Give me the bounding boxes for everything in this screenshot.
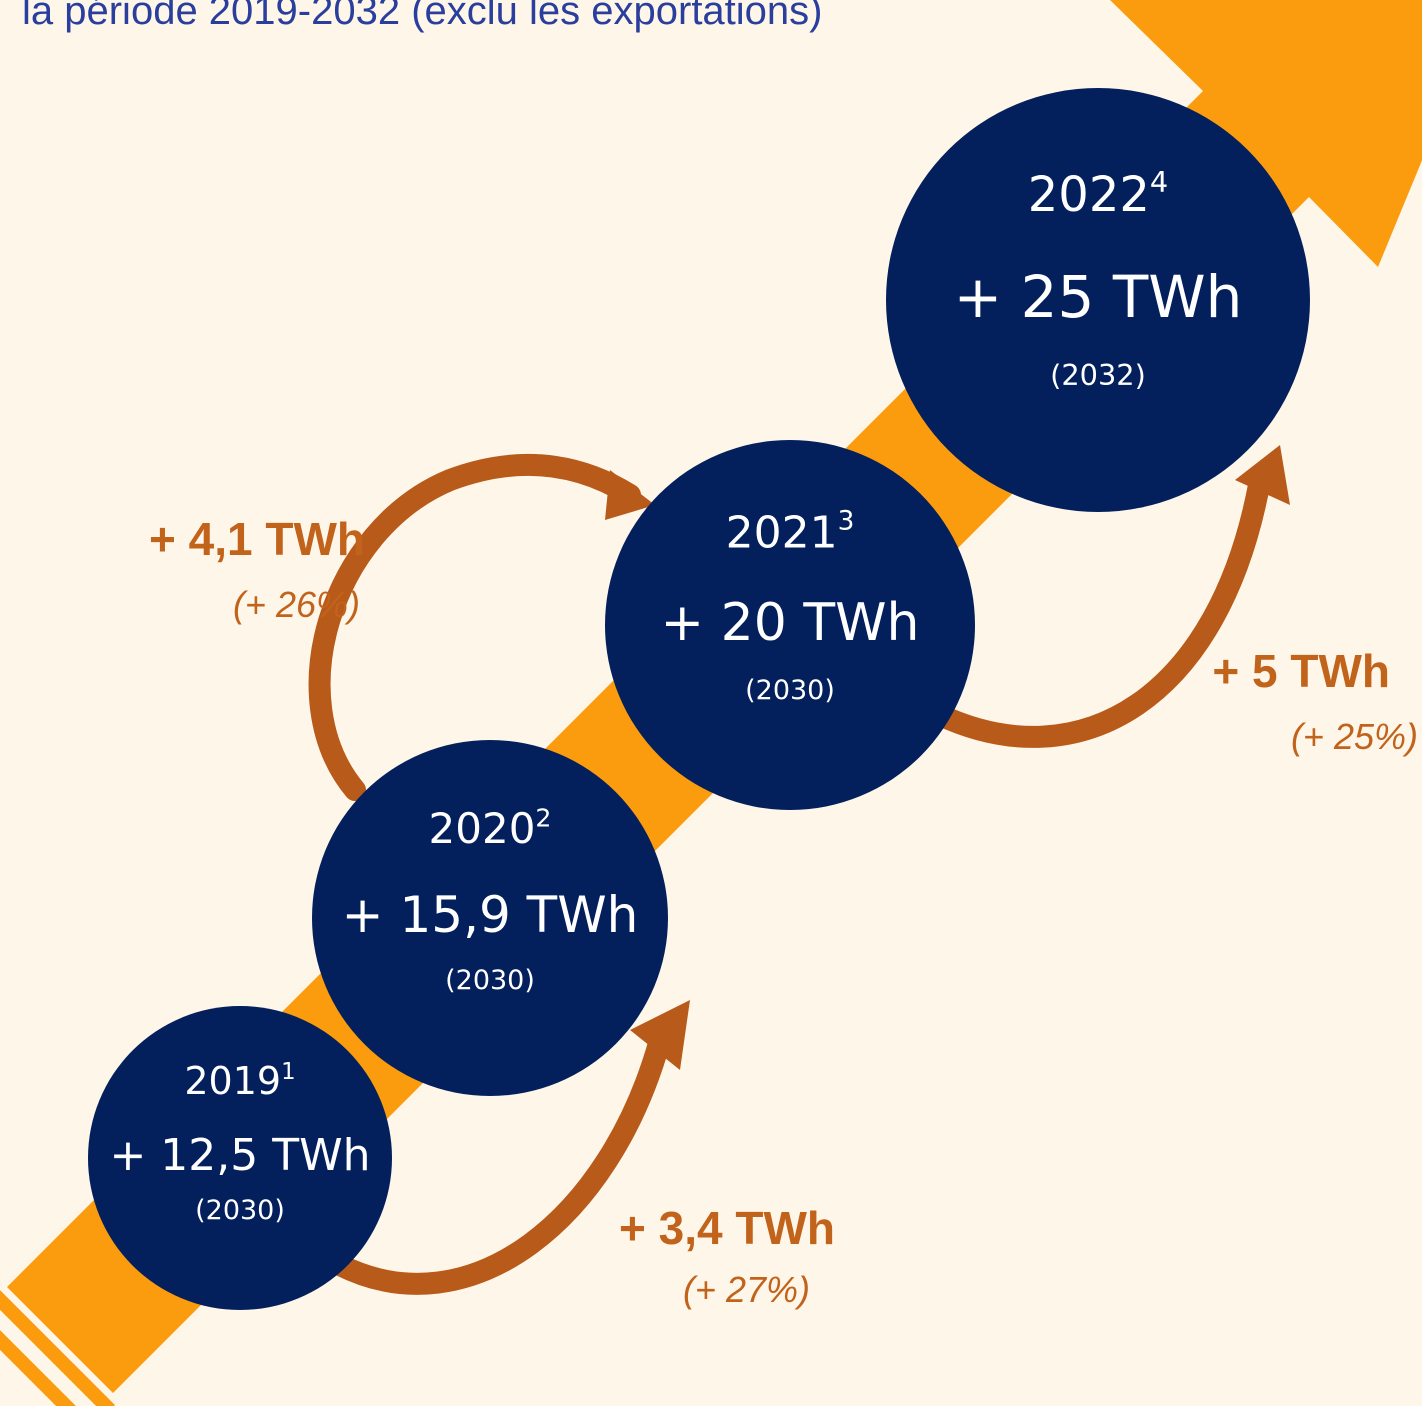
step-arrows <box>308 453 1271 1295</box>
node-circle <box>88 1006 392 1310</box>
year: 2019 <box>184 1059 281 1103</box>
step-change: + 4,1 TWh <box>149 513 365 565</box>
arrow-heads <box>605 445 1290 1070</box>
arrow-head <box>605 470 655 520</box>
step-percent: (+ 25%) <box>1291 716 1418 757</box>
step-change: + 3,4 TWh <box>619 1202 835 1254</box>
node-horizon: (2032) <box>1050 358 1146 392</box>
step-percent: (+ 27%) <box>683 1269 810 1310</box>
arrow-head <box>1235 445 1290 505</box>
node-value: + 12,5 TWh <box>109 1130 370 1181</box>
node-year: 20224 <box>1028 165 1168 223</box>
year: 2020 <box>429 804 536 853</box>
step-percent: (+ 26%) <box>233 584 360 625</box>
footnote: 2 <box>535 803 551 832</box>
node-circle <box>886 88 1310 512</box>
curve-arrow <box>329 1029 671 1295</box>
node-horizon: (2030) <box>445 965 535 996</box>
curve-arrow <box>308 453 641 801</box>
year: 2022 <box>1028 167 1150 223</box>
node-value: + 20 TWh <box>661 593 920 653</box>
arrow-head <box>630 1000 690 1070</box>
arrow-stripe <box>0 1290 115 1406</box>
node-year: 20191 <box>184 1059 295 1103</box>
node-horizon: (2030) <box>745 675 835 706</box>
step-change: + 5 TWh <box>1212 645 1390 697</box>
node-year: 20202 <box>429 803 552 853</box>
arrow-stripe <box>0 1330 76 1406</box>
node-horizon: (2030) <box>195 1195 285 1226</box>
footnote: 3 <box>838 506 855 537</box>
node-year: 20213 <box>726 506 855 559</box>
node-value: + 15,9 TWh <box>342 886 639 944</box>
node-value: + 25 TWh <box>954 263 1243 331</box>
year: 2021 <box>726 507 838 558</box>
node-circle <box>312 740 668 1096</box>
curve-arrow <box>929 469 1271 748</box>
footnote: 4 <box>1150 165 1168 199</box>
node-circle <box>605 440 975 810</box>
footnote: 1 <box>281 1059 296 1085</box>
title: la période 2019-2032 (exclu les exportat… <box>22 0 823 33</box>
